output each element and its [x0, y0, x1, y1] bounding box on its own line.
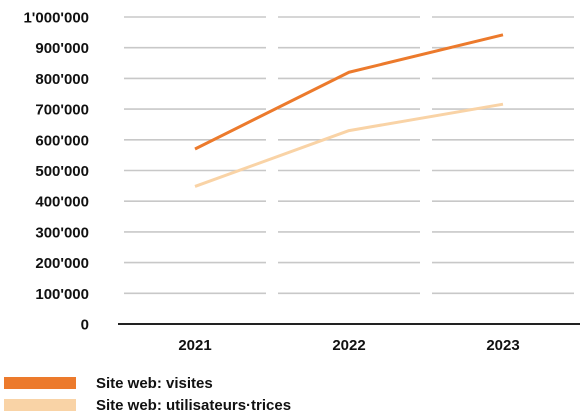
legend-label-visites: Site web: visites — [96, 374, 213, 392]
x-tick-label: 2021 — [178, 337, 211, 354]
y-tick-label: 900'000 — [35, 40, 89, 57]
line-chart: 0 100'000 200'000 300'000 400'000 500'000 600'… — [23, 10, 580, 354]
legend-swatch-visites — [4, 377, 76, 389]
gridlines — [124, 16, 574, 295]
x-tick-label: 2022 — [332, 337, 365, 354]
y-tick-label: 600'000 — [35, 132, 89, 149]
y-tick-label: 300'000 — [35, 224, 89, 241]
y-tick-label: 1'000'000 — [23, 10, 89, 27]
y-tick-label: 0 — [81, 317, 89, 334]
y-tick-label: 800'000 — [35, 71, 89, 88]
series-lines — [194, 33, 504, 188]
y-tick-label: 400'000 — [35, 194, 89, 211]
series-line-visites — [194, 33, 504, 151]
legend-label-utilisateurs: Site web: utilisateurs·trices — [96, 396, 292, 414]
y-tick-label: 100'000 — [35, 286, 89, 303]
legend: Site web: visites Site web: utilisateurs… — [4, 372, 291, 416]
legend-swatch-utilisateurs — [4, 399, 76, 411]
x-axis: 2021 2022 2023 — [118, 323, 580, 354]
x-tick-label: 2023 — [486, 337, 519, 354]
y-tick-label: 700'000 — [35, 102, 89, 119]
legend-item-utilisateurs: Site web: utilisateurs·trices — [4, 394, 291, 416]
legend-item-visites: Site web: visites — [4, 372, 291, 394]
y-tick-label: 500'000 — [35, 163, 89, 180]
y-axis: 0 100'000 200'000 300'000 400'000 500'000 600'… — [23, 10, 89, 334]
y-tick-label: 200'000 — [35, 255, 89, 272]
series-line-utilisateurs — [194, 102, 504, 188]
